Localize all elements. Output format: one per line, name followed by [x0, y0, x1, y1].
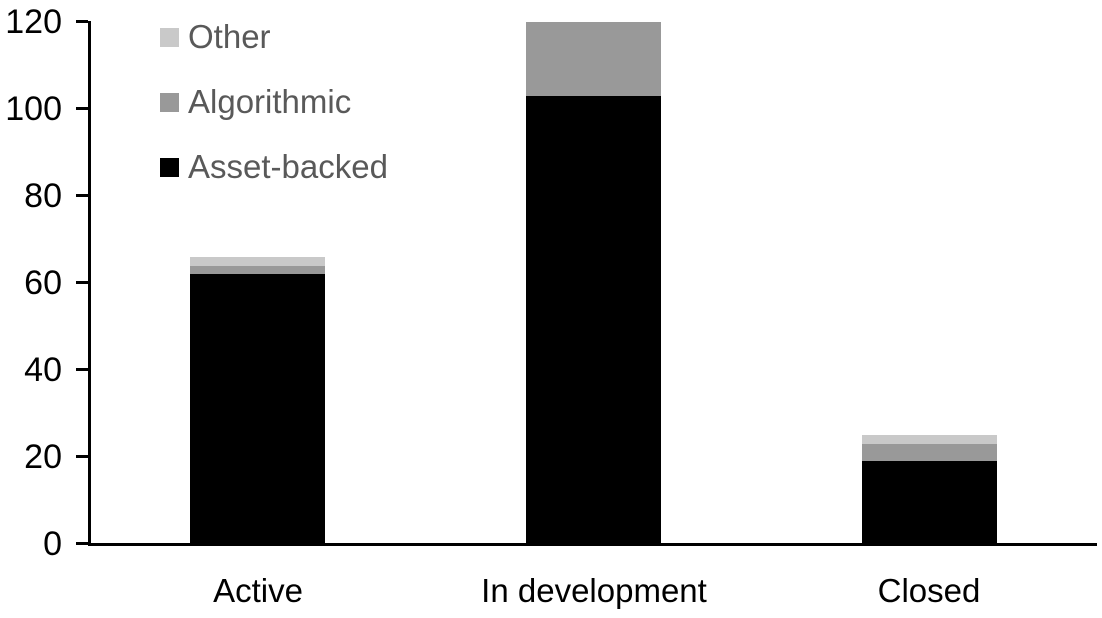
legend: Other Algorithmic Asset-backed: [160, 17, 388, 187]
y-axis-line: [88, 21, 91, 546]
legend-label-algorithmic: Algorithmic: [188, 83, 352, 120]
y-tick-60: [76, 281, 88, 284]
x-axis-label-active: Active: [213, 572, 303, 609]
bar-segment-in-development-asset-backed: [526, 96, 661, 544]
y-tick-20: [76, 455, 88, 458]
bar-segment-closed-algorithmic: [862, 444, 997, 461]
bar-segment-active-algorithmic: [190, 265, 325, 274]
legend-label-other: Other: [188, 18, 271, 55]
y-tick-label-40: 40: [24, 351, 62, 389]
legend-swatch-asset-backed: [160, 157, 179, 177]
y-tick-100: [76, 107, 88, 110]
legend-item-algorithmic: Algorithmic: [160, 82, 388, 122]
y-tick-label-80: 80: [24, 177, 62, 215]
legend-label-asset-backed: Asset-backed: [188, 148, 388, 185]
legend-swatch-algorithmic: [160, 92, 179, 112]
y-tick-label-0: 0: [43, 525, 62, 563]
legend-item-other: Other: [160, 17, 388, 57]
x-axis-line: [88, 543, 1097, 546]
y-tick-40: [76, 368, 88, 371]
y-tick-80: [76, 194, 88, 197]
y-tick-label-20: 20: [24, 438, 62, 476]
x-axis-label-closed: Closed: [877, 572, 981, 609]
y-tick-label-60: 60: [24, 264, 62, 302]
bar-segment-closed-asset-backed: [862, 461, 997, 544]
bar-segment-active-asset-backed: [190, 274, 325, 544]
y-tick-0: [76, 542, 88, 545]
y-tick-label-120: 120: [5, 3, 62, 41]
x-axis-label-in-development: In development: [481, 572, 707, 609]
bar-segment-closed-other: [862, 435, 997, 444]
legend-swatch-other: [160, 27, 179, 47]
y-tick-label-100: 100: [5, 90, 62, 128]
legend-item-asset-backed: Asset-backed: [160, 147, 388, 187]
bar-segment-active-other: [190, 257, 325, 266]
bar-segment-in-development-algorithmic: [526, 22, 661, 96]
y-tick-120: [76, 20, 88, 23]
